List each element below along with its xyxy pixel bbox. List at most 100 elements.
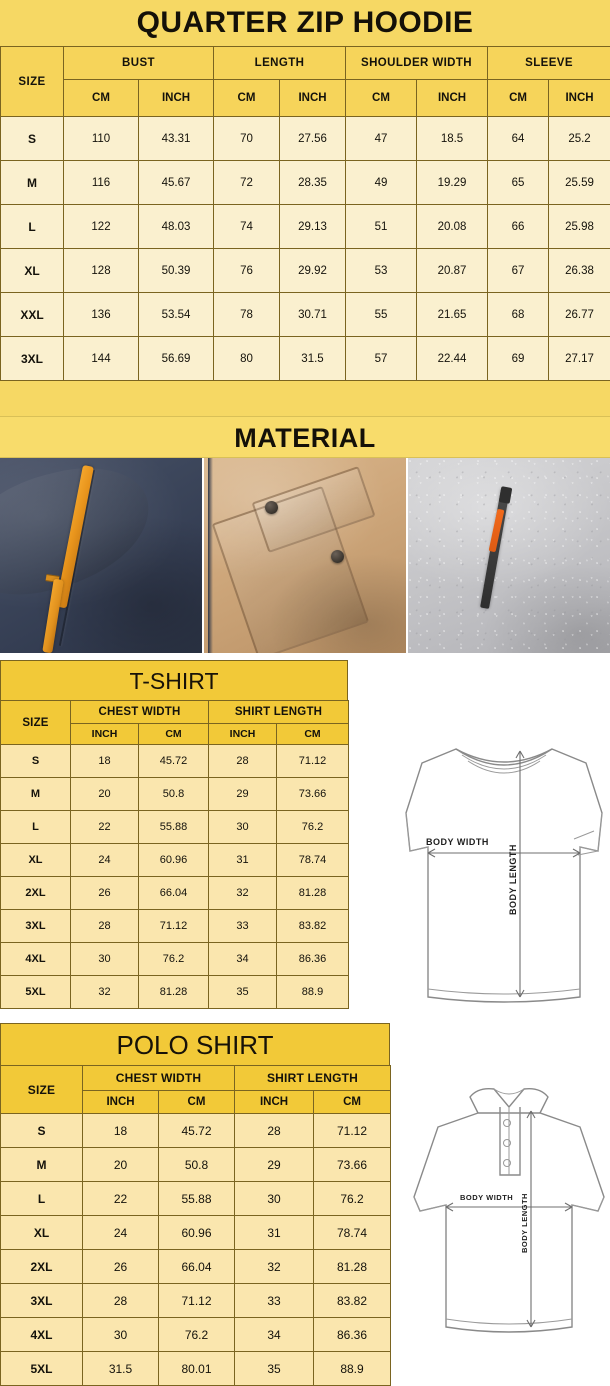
- cell-value: 53: [346, 249, 417, 293]
- cell-value: 70: [214, 117, 280, 161]
- cell-value: 74: [214, 205, 280, 249]
- cell-value: 27.17: [549, 337, 610, 381]
- cell-value: 28: [209, 745, 277, 778]
- cell-value: 33: [209, 910, 277, 943]
- column-header-size: SIZE: [1, 47, 64, 117]
- column-header-unit: INCH: [83, 1091, 159, 1114]
- cell-value: 66.04: [139, 877, 209, 910]
- column-header-unit: INCH: [280, 80, 346, 117]
- column-header-unit: CM: [64, 80, 139, 117]
- cell-value: 122: [64, 205, 139, 249]
- polo-body-width-label: BODY WIDTH: [460, 1193, 513, 1202]
- column-header-size: SIZE: [1, 701, 71, 745]
- cell-value: 73.66: [277, 778, 349, 811]
- cell-value: 50.39: [139, 249, 214, 293]
- cell-value: 83.82: [277, 910, 349, 943]
- cell-value: 76.2: [159, 1318, 235, 1352]
- cell-value: 47: [346, 117, 417, 161]
- cell-value: 26.77: [549, 293, 610, 337]
- cell-value: 20: [83, 1148, 159, 1182]
- cell-value: 30: [235, 1182, 314, 1216]
- cell-value: 25.2: [549, 117, 610, 161]
- column-header-size: SIZE: [1, 1066, 83, 1114]
- cell-value: 57: [346, 337, 417, 381]
- cell-value: 19.29: [417, 161, 488, 205]
- polo-body-length-label: BODY LENGTH: [520, 1193, 529, 1253]
- cell-value: 144: [64, 337, 139, 381]
- cell-value: 81.28: [139, 976, 209, 1009]
- tshirt-title: T-SHIRT: [0, 660, 348, 700]
- cell-value: 22.44: [417, 337, 488, 381]
- cell-value: 88.9: [277, 976, 349, 1009]
- cell-value: 20.08: [417, 205, 488, 249]
- column-header-unit: CM: [139, 724, 209, 745]
- cell-value: 31.5: [280, 337, 346, 381]
- cell-size: S: [1, 1114, 83, 1148]
- cell-value: 33: [235, 1284, 314, 1318]
- cell-size: 3XL: [1, 337, 64, 381]
- column-group-header: BUST: [64, 47, 214, 80]
- cell-value: 71.12: [277, 745, 349, 778]
- cell-value: 29: [235, 1148, 314, 1182]
- cell-size: M: [1, 778, 71, 811]
- cell-value: 71.12: [139, 910, 209, 943]
- cell-value: 116: [64, 161, 139, 205]
- cell-value: 49: [346, 161, 417, 205]
- cell-value: 34: [209, 943, 277, 976]
- cell-value: 68: [488, 293, 549, 337]
- cell-value: 30: [83, 1318, 159, 1352]
- cell-size: 2XL: [1, 1250, 83, 1284]
- cell-value: 35: [209, 976, 277, 1009]
- cell-value: 28: [71, 910, 139, 943]
- cell-value: 24: [83, 1216, 159, 1250]
- cell-size: 2XL: [1, 877, 71, 910]
- cell-value: 73.66: [314, 1148, 391, 1182]
- cell-value: 69: [488, 337, 549, 381]
- cell-value: 55: [346, 293, 417, 337]
- tshirt-body-width-label: BODY WIDTH: [426, 837, 489, 847]
- cell-value: 136: [64, 293, 139, 337]
- cell-value: 66: [488, 205, 549, 249]
- cell-size: 3XL: [1, 910, 71, 943]
- cell-value: 81.28: [277, 877, 349, 910]
- column-header-unit: INCH: [235, 1091, 314, 1114]
- cell-value: 18: [71, 745, 139, 778]
- cell-value: 28: [83, 1284, 159, 1318]
- cell-value: 30: [71, 943, 139, 976]
- cell-size: S: [1, 745, 71, 778]
- column-group-header: CHEST WIDTH: [71, 701, 209, 724]
- photo-edge: [208, 458, 213, 653]
- cell-value: 28: [235, 1114, 314, 1148]
- cell-value: 35: [235, 1352, 314, 1386]
- cell-value: 56.69: [139, 337, 214, 381]
- cell-size: M: [1, 1148, 83, 1182]
- cell-value: 71.12: [159, 1284, 235, 1318]
- cell-value: 88.9: [314, 1352, 391, 1386]
- column-header-unit: CM: [346, 80, 417, 117]
- cell-value: 71.12: [314, 1114, 391, 1148]
- column-header-unit: INCH: [549, 80, 610, 117]
- material-section-band: MATERIAL: [0, 416, 610, 458]
- snap-button-icon: [265, 501, 278, 514]
- cell-value: 30.71: [280, 293, 346, 337]
- cell-value: 51: [346, 205, 417, 249]
- cell-value: 28.35: [280, 161, 346, 205]
- polo-title: POLO SHIRT: [0, 1023, 390, 1065]
